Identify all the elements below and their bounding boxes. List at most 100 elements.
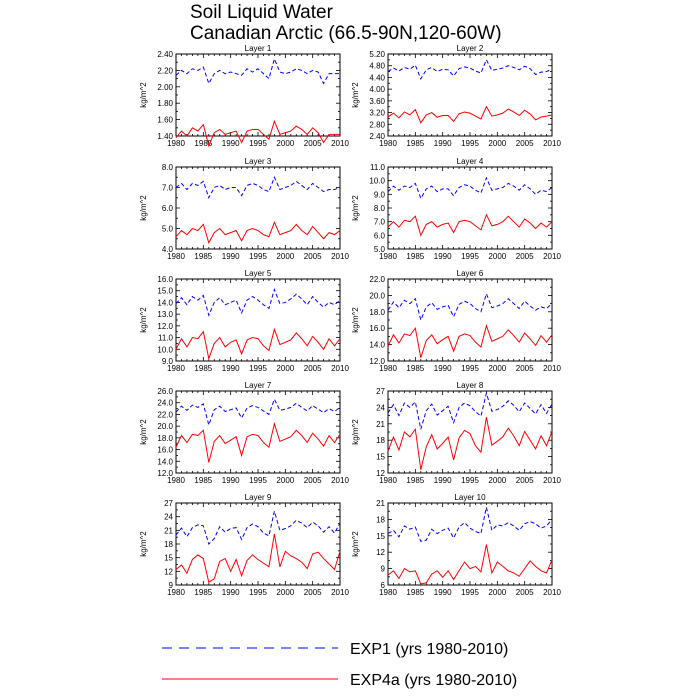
x-tick-label: 2005 bbox=[304, 476, 322, 485]
series-line-exp1 bbox=[175, 175, 341, 200]
series-line-exp4a bbox=[387, 105, 553, 124]
y-tick-label: 15 bbox=[376, 453, 385, 462]
plot-frame bbox=[175, 278, 341, 362]
series-line-exp1 bbox=[387, 391, 553, 430]
x-tick-label: 2000 bbox=[488, 364, 506, 373]
y-tick-label: 8.0 bbox=[374, 204, 386, 213]
x-tick-label: 1980 bbox=[167, 252, 185, 261]
chart-panel-layer-3: Layer 3 1980 1985 1990 1995 2000 2005 2010 4.0 5.… bbox=[139, 157, 349, 261]
plot-frame bbox=[387, 53, 553, 137]
y-tick-label: 14.0 bbox=[369, 341, 385, 350]
y-tick-label: 16.0 bbox=[369, 324, 385, 333]
y-axis-label: kg/m^2 bbox=[351, 82, 360, 108]
chart-panel-layer-6: Layer 6 1980 1985 1990 1995 2000 2005 2010 12.0 1… bbox=[351, 269, 561, 373]
y-tick-label: 27 bbox=[376, 387, 385, 396]
y-tick-label: 11.0 bbox=[370, 163, 386, 172]
y-tick-label: 15 bbox=[164, 554, 173, 563]
plot-frame bbox=[175, 53, 341, 137]
x-tick-label: 1980 bbox=[379, 476, 397, 485]
y-axis-label: kg/m^2 bbox=[351, 307, 360, 333]
y-tick-label: 12 bbox=[376, 469, 385, 478]
x-tick-label: 1990 bbox=[434, 252, 452, 261]
x-tick-label: 2010 bbox=[543, 252, 561, 261]
y-tick-label: 4.00 bbox=[369, 85, 385, 94]
y-tick-label: 14.0 bbox=[157, 298, 173, 307]
x-tick-label: 1985 bbox=[406, 588, 424, 597]
x-tick-label: 2010 bbox=[543, 588, 561, 597]
y-tick-label: 12 bbox=[164, 567, 173, 576]
panel-title: Layer 1 bbox=[245, 44, 272, 53]
panel-title: Layer 7 bbox=[245, 381, 272, 390]
x-tick-label: 2005 bbox=[516, 252, 534, 261]
y-axis-label: kg/m^2 bbox=[351, 419, 360, 445]
y-tick-label: 9.0 bbox=[162, 357, 174, 366]
chart-panel-layer-4: Layer 4 1980 1985 1990 1995 2000 2005 2010 5.0 6.… bbox=[351, 157, 561, 261]
y-axis-label: kg/m^2 bbox=[351, 195, 360, 221]
chart-panel-layer-10: Layer 10 1980 1985 1990 1995 2000 2005 2010 6 9 12… bbox=[351, 493, 561, 597]
x-tick-label: 1980 bbox=[379, 588, 397, 597]
x-tick-label: 1990 bbox=[434, 139, 452, 148]
x-tick-label: 2000 bbox=[488, 588, 506, 597]
y-tick-label: 3.60 bbox=[369, 97, 385, 106]
x-tick-label: 1995 bbox=[461, 139, 479, 148]
y-tick-label: 4.80 bbox=[369, 62, 385, 71]
y-tick-label: 26.0 bbox=[157, 387, 173, 396]
x-tick-label: 2000 bbox=[276, 139, 294, 148]
plot-frame bbox=[175, 502, 341, 586]
series-line-exp4a bbox=[387, 417, 553, 470]
x-tick-label: 1990 bbox=[222, 588, 240, 597]
series-line-exp4a bbox=[387, 324, 553, 358]
chart-panel-layer-5: Layer 5 1980 1985 1990 1995 2000 2005 2010 9.0 10… bbox=[139, 269, 349, 373]
y-tick-label: 2.40 bbox=[369, 132, 385, 141]
y-tick-label: 5.0 bbox=[162, 225, 174, 234]
y-tick-label: 14.0 bbox=[157, 457, 173, 466]
panel-title: Layer 4 bbox=[457, 157, 484, 166]
y-tick-label: 18.0 bbox=[157, 434, 173, 443]
x-tick-label: 2005 bbox=[516, 476, 534, 485]
y-tick-label: 12.0 bbox=[157, 322, 173, 331]
y-tick-label: 18 bbox=[164, 540, 173, 549]
series-line-exp1 bbox=[175, 57, 340, 85]
x-tick-label: 2010 bbox=[543, 139, 561, 148]
y-tick-label: 18 bbox=[376, 436, 385, 445]
series-line-exp1 bbox=[387, 292, 553, 322]
x-tick-label: 1995 bbox=[461, 364, 479, 373]
y-tick-label: 21 bbox=[376, 499, 385, 508]
x-tick-label: 2005 bbox=[516, 588, 534, 597]
legend: EXP1 (yrs 1980-2010) EXP4a (yrs 1980-201… bbox=[162, 641, 517, 689]
y-tick-label: 9 bbox=[169, 581, 174, 590]
y-tick-label: 24 bbox=[376, 403, 385, 412]
plot-frame bbox=[387, 166, 553, 250]
x-tick-label: 2010 bbox=[331, 139, 349, 148]
plot-frame bbox=[387, 278, 553, 362]
panel-title: Layer 3 bbox=[245, 157, 272, 166]
y-tick-label: 16.0 bbox=[157, 275, 173, 284]
x-tick-label: 2005 bbox=[516, 364, 534, 373]
y-tick-label: 7.0 bbox=[162, 184, 174, 193]
y-tick-label: 13.0 bbox=[157, 310, 173, 319]
series-line-exp4a bbox=[175, 327, 341, 361]
x-tick-label: 1985 bbox=[406, 252, 424, 261]
x-tick-label: 1990 bbox=[434, 364, 452, 373]
series-line-exp1 bbox=[175, 511, 341, 545]
y-tick-label: 8.0 bbox=[162, 163, 174, 172]
y-axis-label: kg/m^2 bbox=[139, 307, 148, 333]
series-line-exp1 bbox=[175, 397, 341, 427]
figure-title-line2: Canadian Arctic (66.5-90N,120-60W) bbox=[190, 23, 502, 44]
y-tick-label: 3.20 bbox=[369, 109, 385, 118]
x-tick-label: 2000 bbox=[488, 139, 506, 148]
x-tick-label: 2005 bbox=[304, 252, 322, 261]
plot-frame bbox=[175, 166, 341, 250]
x-tick-label: 2010 bbox=[331, 588, 349, 597]
x-tick-label: 2010 bbox=[331, 364, 349, 373]
x-tick-label: 1995 bbox=[461, 476, 479, 485]
y-tick-label: 24 bbox=[164, 513, 173, 522]
y-tick-label: 9 bbox=[381, 565, 386, 574]
x-tick-label: 2005 bbox=[304, 588, 322, 597]
y-tick-label: 27 bbox=[164, 499, 173, 508]
y-tick-label: 22.0 bbox=[369, 275, 385, 284]
x-tick-label: 1980 bbox=[167, 364, 185, 373]
y-tick-label: 24.0 bbox=[157, 399, 173, 408]
x-tick-label: 2000 bbox=[276, 364, 294, 373]
